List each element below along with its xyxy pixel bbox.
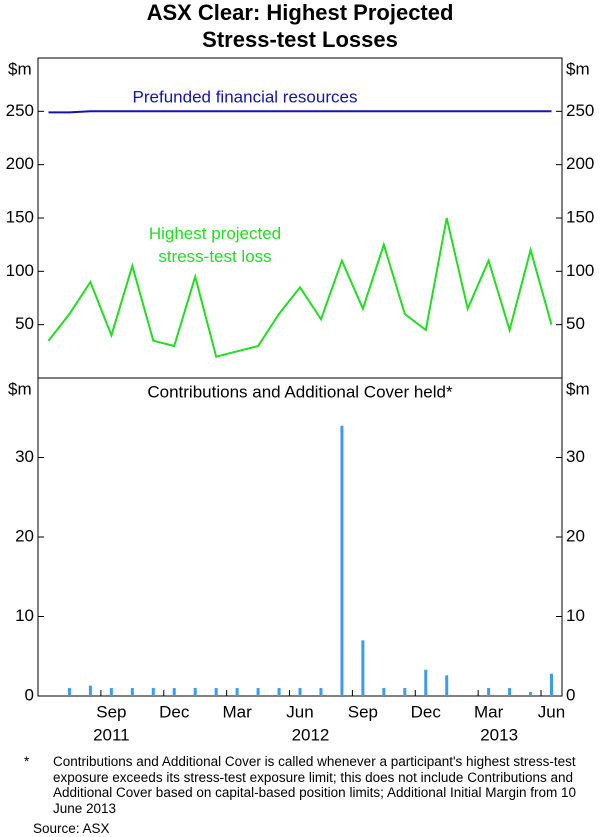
y-tick-label: 150 bbox=[6, 207, 34, 226]
y-tick-label: 200 bbox=[6, 154, 34, 173]
series-label-box: Highest projected stress-test loss bbox=[148, 224, 282, 266]
bar bbox=[130, 688, 134, 696]
y-unit-right: $m bbox=[566, 379, 590, 398]
y-unit-right: $m bbox=[566, 59, 590, 78]
bar bbox=[382, 688, 386, 696]
y-tick-label: 200 bbox=[566, 154, 594, 173]
bar bbox=[340, 425, 344, 696]
y-tick-label: 50 bbox=[566, 314, 585, 333]
x-tick-label: Sep bbox=[96, 702, 126, 721]
footnote-mark: * bbox=[24, 754, 30, 769]
bar bbox=[214, 688, 218, 696]
y-tick-label: 0 bbox=[566, 685, 575, 704]
y-tick-label: 250 bbox=[566, 101, 594, 120]
bar bbox=[172, 688, 176, 696]
bar bbox=[235, 688, 239, 696]
y-tick-label: 10 bbox=[15, 606, 34, 625]
chart-title: ASX Clear: Highest Projected Stress-test … bbox=[147, 0, 454, 52]
bar bbox=[550, 673, 554, 696]
bar bbox=[88, 685, 92, 696]
y-unit-left: $m bbox=[8, 379, 32, 398]
bar bbox=[424, 669, 428, 696]
y-unit-left: $m bbox=[8, 59, 32, 78]
x-tick-label: Mar bbox=[474, 702, 504, 721]
bar bbox=[109, 688, 113, 696]
bottom-panel-frame bbox=[37, 377, 563, 697]
y-tick-label: 20 bbox=[15, 526, 34, 545]
bar bbox=[403, 688, 407, 696]
x-tick-label: Mar bbox=[222, 702, 252, 721]
series-label: Prefunded financial resources bbox=[133, 87, 358, 106]
y-tick-label: 20 bbox=[566, 526, 585, 545]
bar bbox=[151, 688, 155, 696]
bar bbox=[256, 688, 260, 696]
panel-subtitle: Contributions and Additional Cover held* bbox=[147, 382, 453, 401]
bar bbox=[529, 692, 533, 696]
x-tick-label: Dec bbox=[411, 702, 442, 721]
bar bbox=[277, 688, 281, 696]
bar bbox=[193, 688, 197, 696]
series-line bbox=[47, 217, 553, 358]
y-tick-label: 10 bbox=[566, 606, 585, 625]
x-tick-label: Sep bbox=[348, 702, 378, 721]
x-year-label: 2011 bbox=[93, 725, 130, 744]
bar bbox=[487, 688, 491, 696]
bar bbox=[445, 675, 449, 696]
x-tick-label: Dec bbox=[159, 702, 190, 721]
y-tick-label: 150 bbox=[566, 207, 594, 226]
series-line bbox=[48, 110, 552, 114]
y-tick-label: 100 bbox=[566, 261, 594, 280]
x-tick-label: Jun bbox=[286, 702, 313, 721]
bar bbox=[319, 688, 323, 696]
footnote: Contributions and Additional Cover is ca… bbox=[53, 754, 577, 816]
y-tick-label: 100 bbox=[6, 261, 34, 280]
series-label: Highest projected stress-test loss bbox=[148, 224, 282, 266]
y-tick-label: 50 bbox=[15, 314, 34, 333]
bar bbox=[298, 688, 302, 696]
y-tick-label: 30 bbox=[566, 447, 585, 466]
source: Source: ASX bbox=[33, 821, 110, 836]
x-tick-label: Jun bbox=[538, 702, 565, 721]
bar bbox=[508, 688, 512, 696]
chart: ASX Clear: Highest Projected Stress-test … bbox=[6, 0, 595, 744]
bar bbox=[67, 688, 71, 696]
y-tick-label: 250 bbox=[6, 101, 34, 120]
y-tick-label: 0 bbox=[25, 685, 34, 704]
y-tick-label: 30 bbox=[15, 447, 34, 466]
x-year-label: 2013 bbox=[480, 725, 518, 744]
bar bbox=[361, 640, 365, 696]
x-year-label: 2012 bbox=[292, 725, 330, 744]
